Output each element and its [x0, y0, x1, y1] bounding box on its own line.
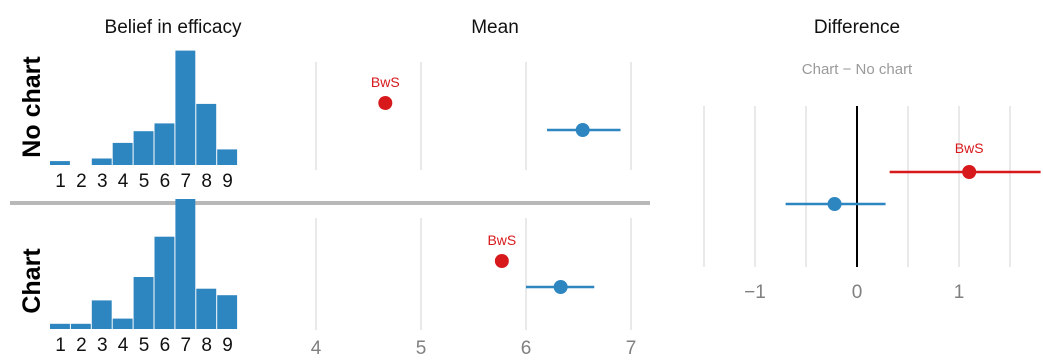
mean-point-label: BwS	[487, 232, 516, 248]
hist-tick-label: 8	[201, 335, 212, 356]
hist-bar-chart-7	[175, 199, 196, 329]
difference-axis-ticks: −1 0 1	[744, 282, 964, 303]
hist-tick-label: 5	[139, 171, 150, 192]
hist-bar-chart-9	[217, 295, 238, 329]
hist-tick-label: 5	[139, 335, 150, 356]
mean-point-label: BwS	[371, 74, 400, 90]
hist-bar-chart-4	[112, 318, 133, 329]
hist-tick-label: 7	[181, 335, 192, 356]
mean-tick-label: 6	[521, 338, 532, 359]
hist-title: Belief in efficacy	[105, 17, 242, 38]
mean-gridlines	[315, 62, 632, 330]
hist-bar-chart-6	[154, 236, 175, 329]
hist-tick-label: 9	[222, 335, 233, 356]
hist-bar-no-chart-8	[196, 103, 217, 165]
mean-point	[494, 254, 509, 268]
hist-bar-no-chart-9	[217, 149, 238, 165]
hist-tick-label: 1	[55, 335, 66, 356]
hist-bar-chart-2	[70, 323, 91, 329]
histogram-tick-labels: 1 2 3 4 5 6 7 8 91 2 3 4 5 6 7 8 9	[55, 171, 233, 356]
hist-bar-chart-8	[196, 288, 217, 329]
mean-point	[378, 96, 393, 110]
difference-markers: BwS	[785, 140, 1041, 211]
histogram-bars	[50, 50, 238, 329]
hist-bar-no-chart-6	[154, 123, 175, 165]
hist-tick-label: 3	[97, 335, 108, 356]
diff-tick-label: −1	[744, 282, 766, 303]
row-label-chart: Chart	[18, 248, 46, 314]
diff-subtitle: Chart − No chart	[802, 61, 913, 78]
mean-markers: BwS BwS	[371, 74, 621, 294]
hist-tick-label: 7	[181, 171, 192, 192]
mean-axis-ticks: 4 5 6 7	[311, 338, 637, 359]
diff-tick-label: 0	[852, 282, 863, 303]
row-label-no-chart: No chart	[18, 56, 46, 158]
hist-tick-label: 3	[97, 171, 108, 192]
hist-tick-label: 1	[55, 171, 66, 192]
hist-tick-label: 9	[222, 171, 233, 192]
mean-tick-label: 4	[311, 338, 322, 359]
diff-point	[827, 197, 842, 211]
diff-title: Difference	[814, 17, 900, 38]
hist-bar-no-chart-4	[112, 142, 133, 165]
mean-tick-label: 5	[416, 338, 427, 359]
hist-bar-no-chart-5	[133, 131, 154, 165]
hist-tick-label: 4	[118, 171, 129, 192]
hist-bar-no-chart-7	[175, 50, 196, 165]
mean-point	[575, 123, 590, 137]
diff-point-label: BwS	[955, 140, 984, 156]
hist-bar-no-chart-1	[50, 161, 70, 165]
mean-point	[553, 280, 568, 294]
diff-point	[962, 165, 977, 179]
mean-tick-label: 7	[626, 338, 637, 359]
hist-tick-label: 6	[160, 171, 171, 192]
diff-tick-label: 1	[954, 282, 965, 303]
hist-tick-label: 2	[76, 335, 87, 356]
mean-title: Mean	[471, 17, 519, 38]
hist-tick-label: 8	[201, 171, 212, 192]
hist-bar-chart-5	[133, 277, 154, 329]
diff-gridlines	[703, 106, 1011, 267]
hist-bar-no-chart-3	[91, 158, 112, 165]
hist-tick-label: 6	[160, 335, 171, 356]
hist-bar-chart-3	[91, 300, 112, 329]
hist-tick-label: 2	[76, 171, 87, 192]
hist-tick-label: 4	[118, 335, 129, 356]
hist-bar-chart-1	[50, 323, 70, 329]
